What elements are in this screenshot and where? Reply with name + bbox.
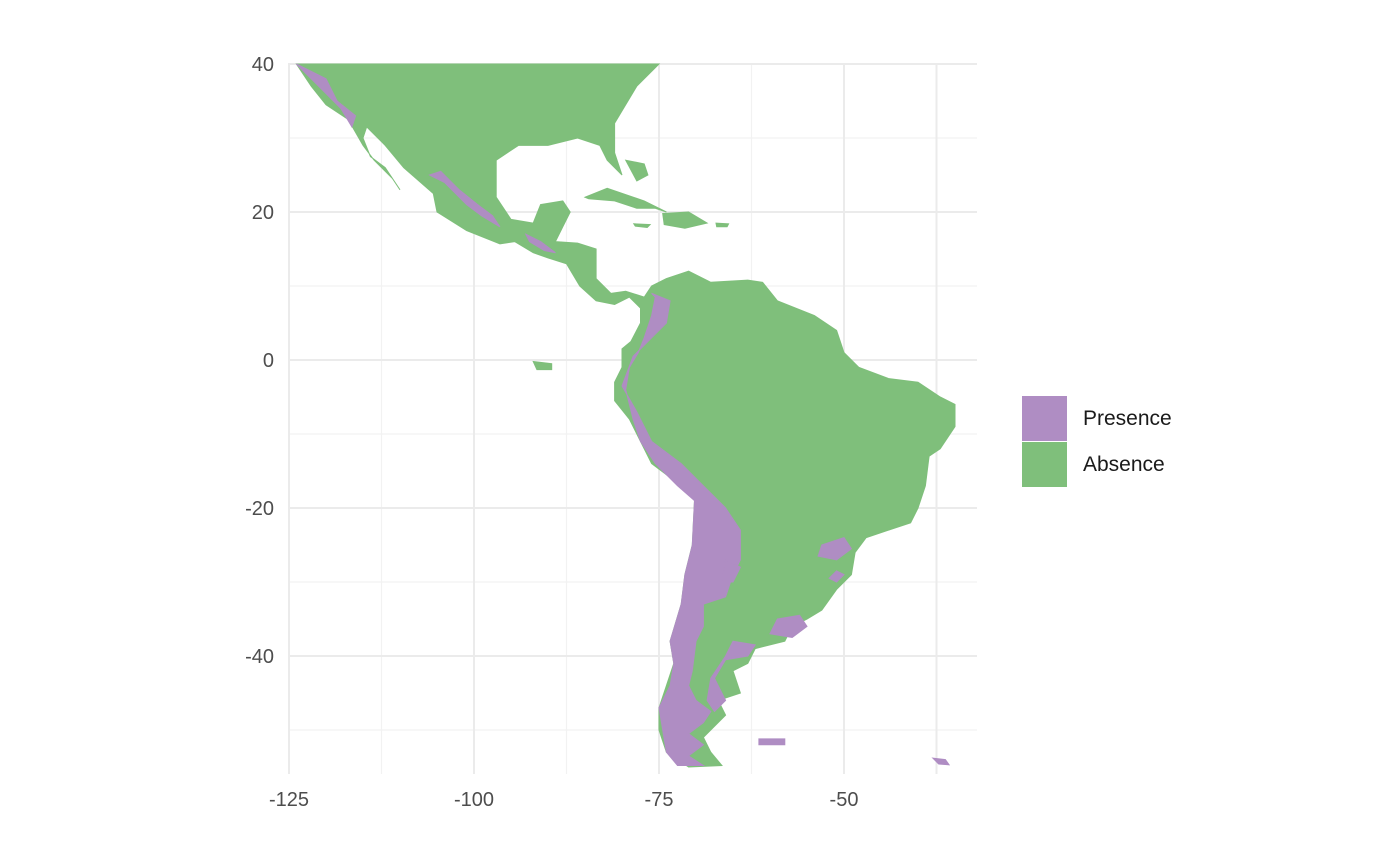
legend-item-absence: Absence <box>1022 442 1172 488</box>
x-tick-label: -100 <box>454 789 494 811</box>
y-tick-label: 20 <box>252 202 274 224</box>
y-tick-label: 0 <box>263 350 274 372</box>
region-presence <box>621 292 741 766</box>
y-tick-label: 40 <box>252 54 274 76</box>
legend-item-presence: Presence <box>1022 396 1172 442</box>
region-absence <box>532 360 553 371</box>
region-presence <box>931 757 951 766</box>
region-absence <box>632 223 652 229</box>
region-presence <box>758 738 786 746</box>
region-absence <box>583 187 667 213</box>
x-tick-label: -75 <box>645 789 674 811</box>
x-tick-label: -125 <box>269 789 309 811</box>
legend-key-presence <box>1022 396 1067 442</box>
legend-key-absence <box>1022 442 1067 488</box>
region-absence <box>715 222 730 228</box>
y-tick-label: -20 <box>245 498 274 520</box>
region-presence <box>524 233 556 254</box>
axis-ticks: -125 -100 -75 -50 40 20 0 -20 -40 <box>245 54 858 811</box>
legend: Presence Absence <box>1022 396 1172 488</box>
legend-label-presence: Presence <box>1083 407 1172 430</box>
region-presence <box>828 570 845 583</box>
legend-label-absence: Absence <box>1083 453 1165 476</box>
region-absence <box>624 159 649 182</box>
map-regions <box>295 63 956 768</box>
region-presence <box>706 640 757 713</box>
x-tick-label: -50 <box>830 789 859 811</box>
region-presence <box>428 170 501 228</box>
region-absence <box>662 211 709 229</box>
region-presence <box>721 559 742 583</box>
region-absence <box>295 63 956 768</box>
region-presence <box>817 537 853 561</box>
region-presence <box>296 63 357 129</box>
y-tick-label: -40 <box>245 646 274 668</box>
region-presence <box>769 614 808 639</box>
